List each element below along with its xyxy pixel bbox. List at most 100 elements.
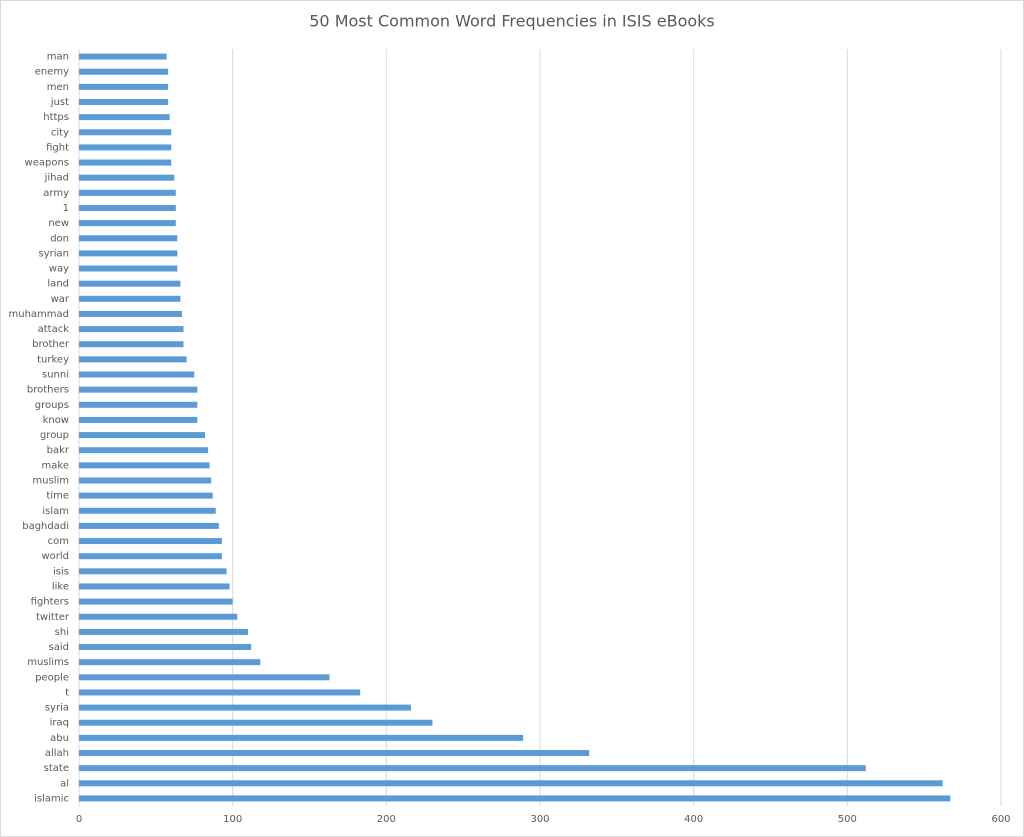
y-tick-label: don xyxy=(50,233,69,244)
bar xyxy=(79,204,176,211)
bar xyxy=(79,780,943,787)
y-tick-label: allah xyxy=(45,748,69,759)
y-tick-label: people xyxy=(35,672,69,683)
bar xyxy=(79,492,213,499)
bar xyxy=(79,477,212,484)
bar xyxy=(79,719,433,726)
y-tick-label: shi xyxy=(55,627,69,638)
y-tick-label: man xyxy=(47,52,69,63)
y-tick-label: state xyxy=(44,763,69,774)
bar xyxy=(79,220,176,227)
y-tick-label: know xyxy=(43,415,69,426)
y-tick-label: com xyxy=(48,536,69,547)
y-tick-label: world xyxy=(41,551,69,562)
y-tick-label: baghdadi xyxy=(22,521,69,532)
y-tick-label: army xyxy=(43,188,69,199)
bar xyxy=(79,507,216,514)
bar xyxy=(79,53,167,60)
x-tick-label: 500 xyxy=(838,814,857,825)
y-tick-label: fight xyxy=(46,142,69,153)
y-tick-label: weapons xyxy=(25,158,69,169)
bar xyxy=(79,462,210,469)
bar xyxy=(79,553,222,560)
bar xyxy=(79,280,181,287)
bar xyxy=(79,734,524,741)
bar xyxy=(79,129,172,136)
bar xyxy=(79,522,219,529)
bar xyxy=(79,98,169,105)
bar xyxy=(79,159,172,166)
bar xyxy=(79,295,181,302)
x-tick-label: 200 xyxy=(377,814,396,825)
bar xyxy=(79,598,233,605)
bar xyxy=(79,189,176,196)
y-tick-label: turkey xyxy=(37,354,69,365)
bar xyxy=(79,750,590,757)
y-tick-label: al xyxy=(60,778,69,789)
y-tick-label: islamic xyxy=(34,793,69,804)
bar xyxy=(79,341,184,348)
y-tick-label: isis xyxy=(53,566,69,577)
bar xyxy=(79,356,187,363)
bar xyxy=(79,659,261,666)
y-tick-label: group xyxy=(40,430,69,441)
x-tick-label: 100 xyxy=(223,814,242,825)
x-tick-label: 300 xyxy=(530,814,549,825)
y-tick-label: make xyxy=(42,460,69,471)
bar xyxy=(79,613,238,620)
y-tick-label: men xyxy=(47,82,69,93)
y-tick-label: enemy xyxy=(35,67,69,78)
y-tick-label: 1 xyxy=(63,203,69,214)
bar xyxy=(79,68,169,75)
bar xyxy=(79,583,230,590)
bar xyxy=(79,416,198,423)
bar xyxy=(79,114,170,121)
y-tick-label: syria xyxy=(45,703,69,714)
y-tick-label: muslim xyxy=(32,475,69,486)
bar xyxy=(79,689,361,696)
chart-title: 50 Most Common Word Frequencies in ISIS … xyxy=(309,12,715,31)
y-tick-label: muslims xyxy=(27,657,69,668)
y-tick-label: time xyxy=(46,491,69,502)
y-tick-label: attack xyxy=(38,324,70,335)
bar xyxy=(79,235,178,242)
y-tick-label: fighters xyxy=(31,597,69,608)
y-tick-label: sunni xyxy=(42,370,69,381)
bar xyxy=(79,310,182,317)
y-tick-label: syrian xyxy=(39,248,69,259)
y-tick-label: new xyxy=(48,218,69,229)
bar xyxy=(79,644,252,651)
bar xyxy=(79,628,249,635)
y-tick-label: said xyxy=(49,642,69,653)
x-tick-label: 400 xyxy=(684,814,703,825)
y-tick-label: land xyxy=(47,279,69,290)
bar xyxy=(79,265,178,272)
y-tick-label: groups xyxy=(35,400,69,411)
bar xyxy=(79,401,198,408)
y-tick-label: city xyxy=(51,127,69,138)
y-tick-label: muhammad xyxy=(8,309,69,320)
y-tick-label: war xyxy=(51,294,70,305)
y-tick-label: twitter xyxy=(36,612,70,623)
y-tick-label: just xyxy=(50,97,69,108)
x-tick-label: 600 xyxy=(991,814,1010,825)
bar xyxy=(79,371,195,378)
y-tick-label: jihad xyxy=(44,173,69,184)
bar xyxy=(79,538,222,545)
y-tick-label: brother xyxy=(32,339,70,350)
bar xyxy=(79,704,411,711)
bar xyxy=(79,795,951,802)
y-tick-label: iraq xyxy=(50,718,69,729)
bar xyxy=(79,83,169,90)
bar xyxy=(79,674,330,681)
y-tick-label: islam xyxy=(42,506,69,517)
bar xyxy=(79,250,178,257)
bar xyxy=(79,144,172,151)
bar xyxy=(79,568,227,575)
y-tick-label: way xyxy=(49,264,69,275)
bar xyxy=(79,174,175,181)
y-tick-label: bakr xyxy=(47,445,70,456)
bar xyxy=(79,326,184,333)
y-tick-label: abu xyxy=(50,733,69,744)
